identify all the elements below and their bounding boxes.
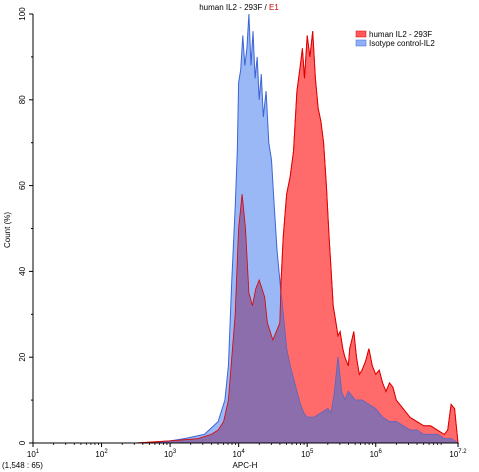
- chart-title: human IL2 - 293F / E1: [199, 3, 279, 12]
- x-tick-label-7.2: 107.2: [449, 449, 467, 459]
- legend-label-isotype: Isotype control-IL2: [369, 39, 435, 48]
- x-tick-label-4: 104: [233, 449, 246, 459]
- x-tick-label-6: 106: [370, 449, 383, 459]
- y-tick-label-60: 60: [18, 181, 27, 190]
- x-tick-label-2: 102: [95, 449, 108, 459]
- x-tick-label-5: 105: [301, 449, 314, 459]
- x-tick-label-3: 103: [164, 449, 177, 459]
- x-tick-label-1: 101: [27, 449, 40, 459]
- y-axis-label: Count (%): [3, 212, 12, 248]
- plot-area: 0 20 40 60 80 100 101 102 103 104 105 106 107.2: [18, 7, 467, 459]
- coordinate-readout: (1,548 : 65): [2, 461, 43, 470]
- legend-label-human-il2: human IL2 - 293F: [369, 30, 432, 39]
- x-axis-label: APC-H: [233, 461, 258, 470]
- legend: human IL2 - 293F Isotype control-IL2: [355, 30, 435, 48]
- legend-swatch-human-il2: [355, 30, 367, 38]
- legend-swatch-isotype: [355, 39, 367, 47]
- series-human-il2-outline: [33, 31, 459, 444]
- series-overlap-area: [33, 31, 458, 443]
- y-tick-label-0: 0: [18, 440, 27, 445]
- y-tick-label-100: 100: [18, 7, 27, 21]
- y-tick-label-80: 80: [18, 95, 27, 104]
- gate-name: E1: [269, 3, 279, 12]
- y-tick-label-40: 40: [18, 266, 27, 275]
- y-tick-label-20: 20: [18, 352, 27, 361]
